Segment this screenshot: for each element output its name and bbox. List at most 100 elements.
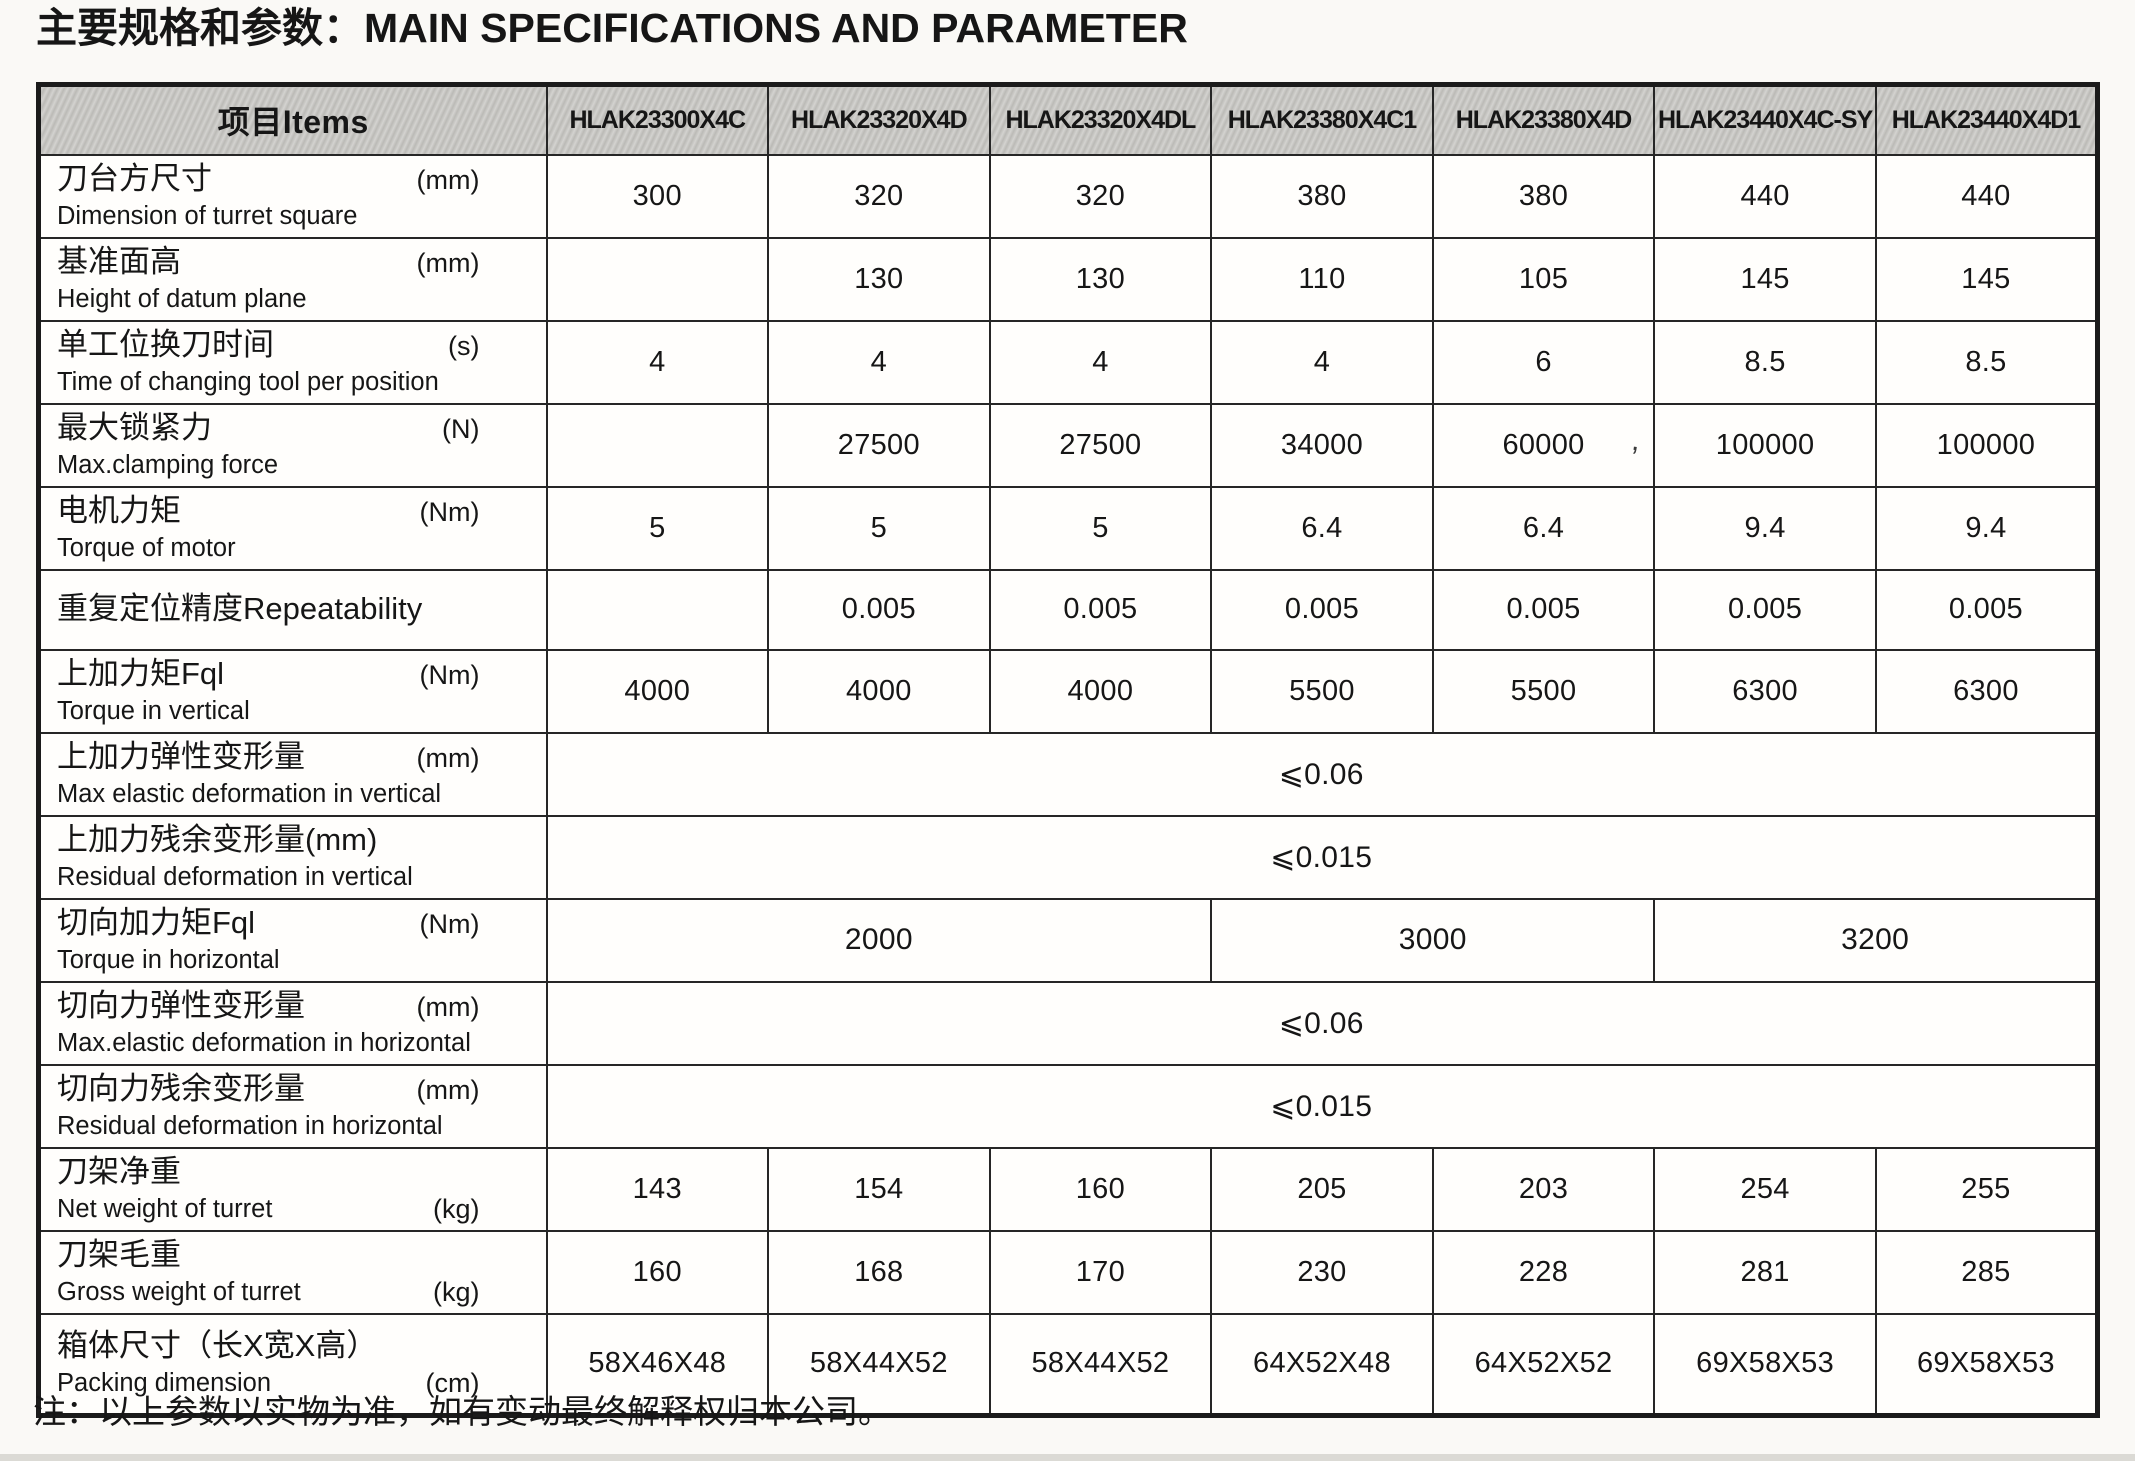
row-unit: (Nm) [419,496,480,527]
value-cell: 160 [988,1146,1213,1232]
row-unit: (mm) [416,1074,480,1105]
value-cell: 205 [1210,1146,1434,1232]
row-label-line1: 切向力残余变形量 (mm) [57,1068,538,1109]
row-label-line1: 最大锁紧力 (N) [57,407,538,448]
row-label-line2: Time of changing tool per position [57,365,538,399]
row-label-line2: Max.elastic deformation in horizontal [57,1026,538,1060]
row-unit: (kg) [433,1276,480,1307]
value-cell: 154 [767,1146,991,1232]
model-column-header-7: HLAK23440X4D1 [1874,83,2099,156]
merged-value-cell: ⩽0.015 [545,814,2099,900]
row-label-line2: Max elastic deformation in vertical [57,777,538,811]
row-label-line2: Residual deformation in vertical [57,860,538,894]
table-row: 切向加力矩Fql (Nm) Torque in horizontal 2000 3000… [37,897,2099,983]
value-cell: 5 [545,485,770,571]
row-label-line1: 箱体尺寸（长X宽X高） [57,1325,538,1366]
row-label-line1: 重复定位精度Repeatability [57,590,538,627]
value-cell: 255 [1874,1146,2099,1232]
merged-value-cell: ⩽0.06 [545,731,2099,817]
value-cell: 110 [1210,236,1434,322]
value-cell: 58X44X52 [988,1312,1213,1417]
row-label-line1: 上加力弹性变形量 (mm) [57,736,538,777]
row-label: 切向加力矩Fql (Nm) Torque in horizontal [37,897,548,983]
value-cell: 8.5 [1653,319,1877,405]
value-cell: 69X58X53 [1874,1312,2099,1417]
row-label-en: Residual deformation in horizontal [57,1111,443,1140]
value-cell: 170 [988,1229,1213,1315]
group-value-cell: 3200 [1653,897,2099,983]
value-cell: 320 [988,153,1213,239]
value-cell: 58X46X48 [545,1312,770,1417]
value-cell: 9.4 [1874,485,2099,571]
row-label-zh: 刀架净重 [57,1153,181,1189]
row-label: 刀架毛重 Gross weight of turret (kg) [37,1229,548,1315]
row-label-en: Net weight of turret [57,1194,273,1223]
row-label: 基准面高 (mm) Height of datum plane [37,236,548,322]
row-label: 刀台方尺寸 (mm) Dimension of turret square [37,153,548,239]
merged-value-cell: ⩽0.06 [545,980,2099,1066]
table-row: 切向力弹性变形量 (mm) Max.elastic deformation in h… [37,980,2099,1066]
page-title-zh: 主要规格和参数： [36,5,364,51]
row-label-en: Max elastic deformation in vertical [57,779,442,808]
row-label: 切向力残余变形量 (mm) Residual deformation in hori… [37,1063,548,1149]
row-label-line1: 电机力矩 (Nm) [57,490,538,531]
row-label-zh: 刀架毛重 [57,1236,181,1272]
row-unit: (cm) [425,1368,480,1399]
row-label-zh: 最大锁紧力 [57,409,212,445]
value-cell: 145 [1874,236,2099,322]
value-cell: 6 [1431,319,1656,405]
page-title-en: MAIN SPECIFICATIONS AND PARAMETER [364,5,1188,51]
table-row: 刀架毛重 Gross weight of turret (kg) 160 168 170 2… [37,1229,2099,1315]
value-cell: 64X52X48 [1210,1312,1434,1417]
value-cell: 320 [767,153,991,239]
value-cell: 105 [1431,236,1656,322]
row-label-line2: Max.clamping force [57,448,538,482]
row-unit: (Nm) [419,908,480,939]
spec-table-body: 刀台方尺寸 (mm) Dimension of turret square 300 32… [37,153,2099,1417]
value-cell: 100000 [1874,402,2099,488]
row-label-zh: 切向加力矩Fql [57,904,256,940]
row-label-line1: 刀架毛重 [57,1234,538,1275]
row-label: 重复定位精度Repeatability [37,568,548,651]
value-cell: 254 [1653,1146,1877,1232]
row-unit: (kg) [433,1193,480,1224]
table-row: 单工位换刀时间 (s) Time of changing tool per posi… [37,319,2099,405]
row-label-zh: 切向力残余变形量 [57,1070,305,1106]
row-label: 上加力弹性变形量 (mm) Max elastic deformation in v… [37,731,548,817]
row-label-en: Max.clamping force [57,450,279,479]
value-cell: 0.005 [1210,568,1434,651]
value-cell: 6300 [1874,648,2099,734]
row-label-zh: 上加力弹性变形量 [57,738,305,774]
value-cell: 5 [988,485,1213,571]
row-label-zh: 切向力弹性变形量 [57,987,305,1023]
row-label-en: Residual deformation in vertical [57,862,413,891]
row-label-zh: 单工位换刀时间 [57,326,274,362]
value-cell: 58X44X52 [767,1312,991,1417]
value-cell: 4000 [988,648,1213,734]
value-cell: 9.4 [1653,485,1877,571]
row-label-text: 重复定位精度Repeatability [57,590,423,626]
row-label: 箱体尺寸（长X宽X高） Packing dimension (cm) [37,1312,548,1417]
value-cell: 130 [988,236,1213,322]
model-column-header-6: HLAK23440X4C-SY [1653,83,1877,156]
model-column-header-4: HLAK23380X4C1 [1210,83,1434,156]
row-label: 切向力弹性变形量 (mm) Max.elastic deformation in h… [37,980,548,1066]
value-cell: 300 [545,153,770,239]
row-label-en: Gross weight of turret [57,1277,301,1306]
group-value-cell: 3000 [1210,897,1656,983]
row-label-en: Torque in vertical [57,696,250,725]
row-label-line2: Dimension of turret square [57,199,538,233]
row-label-zh: 上加力残余变形量(mm) [57,821,378,857]
value-cell [545,402,770,488]
value-cell: 228 [1431,1229,1656,1315]
row-label-line1: 单工位换刀时间 (s) [57,324,538,365]
row-label-line2: Gross weight of turret (kg) [57,1275,538,1309]
row-unit: (mm) [416,742,480,773]
header-row: 项目Items HLAK23300X4C HLAK23320X4D HLAK23320… [37,83,2099,156]
value-cell: 8.5 [1874,319,2099,405]
value-cell: 64X52X52 [1431,1312,1656,1417]
row-label-line2: Residual deformation in horizontal [57,1109,538,1143]
row-label-line1: 切向加力矩Fql (Nm) [57,902,538,943]
model-column-header-3: HLAK23320X4DL [988,83,1213,156]
value-cell: 230 [1210,1229,1434,1315]
